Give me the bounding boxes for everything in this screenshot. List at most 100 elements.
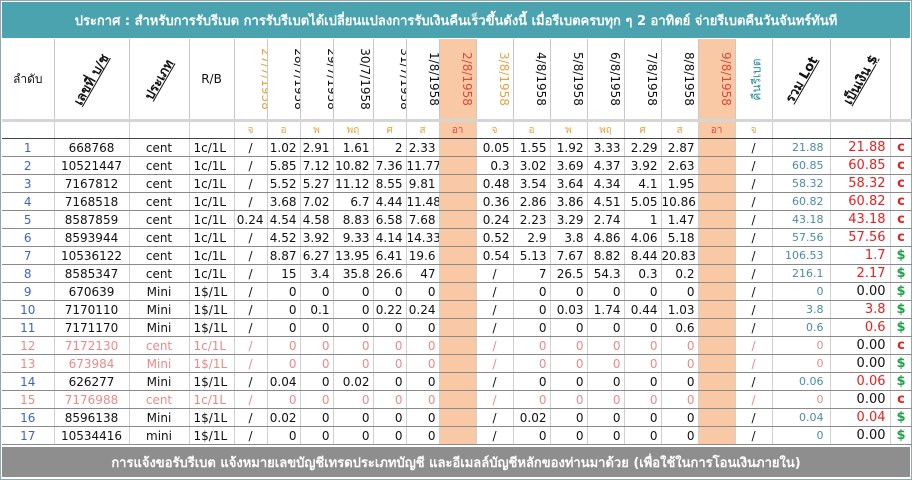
account-type: Mini bbox=[129, 408, 190, 427]
account-number: 7170110 bbox=[54, 300, 130, 319]
amount-usd: 0.04 bbox=[830, 408, 891, 427]
rebate-status: / bbox=[735, 282, 773, 301]
header-date: 31/7/1958 bbox=[373, 39, 407, 119]
header-date: 8/8/1958 bbox=[661, 39, 699, 119]
currency-mark: c bbox=[890, 228, 912, 247]
total-lot: 0 bbox=[772, 390, 831, 409]
rebate-status: / bbox=[735, 390, 773, 409]
daily-lot: 1.03 bbox=[661, 300, 699, 319]
daily-lot bbox=[439, 354, 477, 373]
daily-lot: 3.33 bbox=[587, 138, 625, 157]
row-index: 4 bbox=[2, 192, 55, 211]
total-lot: 21.88 bbox=[772, 138, 831, 157]
table-row: 7 10536122 cent 1c/1L/8.87 6.27 13.95 6.41 19.6… bbox=[2, 246, 912, 265]
rebate-rate: 1$/1L bbox=[189, 300, 235, 319]
daily-lot bbox=[439, 318, 477, 337]
daily-lot: / bbox=[476, 372, 514, 391]
table-row: 6 8593944 cent 1c/1L/4.52 3.92 9.33 4.14 14.33 0… bbox=[2, 228, 912, 247]
table-row: 12 7172130 cent 1c/1L/0 0 0 0 0/0 0 0 0 0/0 0.00 c bbox=[2, 336, 912, 355]
daily-lot: 0.3 bbox=[476, 156, 514, 175]
rebate-rate: 1c/1L bbox=[189, 156, 235, 175]
daily-lot bbox=[698, 372, 736, 391]
daily-lot: 2.29 bbox=[624, 138, 662, 157]
account-number: 670639 bbox=[54, 282, 130, 301]
daily-lot: 0 bbox=[550, 408, 588, 427]
table-row: 8 8585347 cent 1c/1L/15 3.4 35.8 26.6 47/7 26.5 5… bbox=[2, 264, 912, 283]
daily-lot: 4.52 bbox=[267, 228, 301, 247]
daily-lot bbox=[439, 336, 477, 355]
total-lot: 0.06 bbox=[772, 372, 831, 391]
daily-lot: 0 bbox=[587, 426, 625, 445]
daily-lot: 4.58 bbox=[300, 210, 334, 229]
daily-lot: 0 bbox=[406, 282, 440, 301]
daily-lot: 1.61 bbox=[333, 138, 374, 157]
weekday-cell: พ bbox=[550, 122, 588, 139]
rebate-rate: 1c/1L bbox=[189, 228, 235, 247]
currency-mark: $ bbox=[890, 300, 912, 319]
daily-lot: / bbox=[234, 390, 268, 409]
account-number: 7167812 bbox=[54, 174, 130, 193]
daily-lot: 5.52 bbox=[267, 174, 301, 193]
row-index: 16 bbox=[2, 408, 55, 427]
daily-lot: 0 bbox=[406, 318, 440, 337]
account-number: 626277 bbox=[54, 372, 130, 391]
daily-lot: 0 bbox=[624, 282, 662, 301]
daily-lot bbox=[698, 228, 736, 247]
daily-lot: 0 bbox=[300, 390, 334, 409]
daily-lot: 7.68 bbox=[406, 210, 440, 229]
daily-lot: 0 bbox=[587, 354, 625, 373]
daily-lot: 4.86 bbox=[587, 228, 625, 247]
daily-lot: / bbox=[234, 138, 268, 157]
daily-lot: 0 bbox=[550, 390, 588, 409]
header-date: 28/7/1958 bbox=[267, 39, 301, 119]
daily-lot: 2.23 bbox=[513, 210, 551, 229]
daily-lot: 6.41 bbox=[373, 246, 407, 265]
daily-lot: 7 bbox=[513, 264, 551, 283]
weekday-cell: จ bbox=[735, 122, 773, 139]
currency-mark: $ bbox=[890, 264, 912, 283]
table-row: 13 673984 Mini 1$/1L/0 0 0 0 0/0 0 0 0 0/0 0.00 $ bbox=[2, 354, 912, 373]
daily-lot: 3.69 bbox=[550, 156, 588, 175]
account-number: 8585347 bbox=[54, 264, 130, 283]
rebate-rate: 1$/1L bbox=[189, 372, 235, 391]
account-type: cent bbox=[129, 390, 190, 409]
header-date-label: 8/8/1958 bbox=[681, 52, 696, 106]
amount-usd: 0.00 bbox=[830, 282, 891, 301]
weekday-cell: จ bbox=[234, 122, 268, 139]
header-date: 6/8/1958 bbox=[587, 39, 625, 119]
weekday-cell: จ bbox=[476, 122, 514, 139]
table-row: 11 7171170 Mini 1$/1L/0 0 0 0 0/0 0 0 0 0.6/0.6 0.6 $ bbox=[2, 318, 912, 337]
total-lot: 216.1 bbox=[772, 264, 831, 283]
daily-lot: / bbox=[476, 408, 514, 427]
daily-lot bbox=[439, 300, 477, 319]
daily-lot: 2.9 bbox=[513, 228, 551, 247]
daily-lot: 0 bbox=[624, 390, 662, 409]
daily-lot: 0 bbox=[333, 354, 374, 373]
daily-lot: 0 bbox=[333, 336, 374, 355]
weekday-cell: พฤ bbox=[333, 122, 374, 139]
daily-lot: / bbox=[476, 354, 514, 373]
daily-lot: 0 bbox=[406, 354, 440, 373]
daily-lot: 0 bbox=[624, 426, 662, 445]
daily-lot: 0.24 bbox=[234, 210, 268, 229]
daily-lot: / bbox=[234, 174, 268, 193]
rebate-status: / bbox=[735, 300, 773, 319]
header-usd-label: เป็นเงิน $ bbox=[840, 52, 882, 107]
amount-usd: 0.06 bbox=[830, 372, 891, 391]
account-type: cent bbox=[129, 210, 190, 229]
account-type: Mini bbox=[129, 300, 190, 319]
row-index: 9 bbox=[2, 282, 55, 301]
header-date-label: 6/8/1958 bbox=[607, 52, 622, 106]
daily-lot bbox=[439, 372, 477, 391]
daily-lot: 3.29 bbox=[550, 210, 588, 229]
daily-lot: 0 bbox=[373, 318, 407, 337]
header-lot-label: รวม Lot bbox=[782, 53, 822, 106]
daily-lot: 8.82 bbox=[587, 246, 625, 265]
daily-lot: 1.47 bbox=[661, 210, 699, 229]
daily-lot: 0.36 bbox=[476, 192, 514, 211]
daily-lot: 0 bbox=[406, 390, 440, 409]
daily-lot: 26.6 bbox=[373, 264, 407, 283]
header-index: ลำดับ bbox=[2, 39, 55, 119]
daily-lot: 0 bbox=[661, 354, 699, 373]
daily-lot: 19.6 bbox=[406, 246, 440, 265]
